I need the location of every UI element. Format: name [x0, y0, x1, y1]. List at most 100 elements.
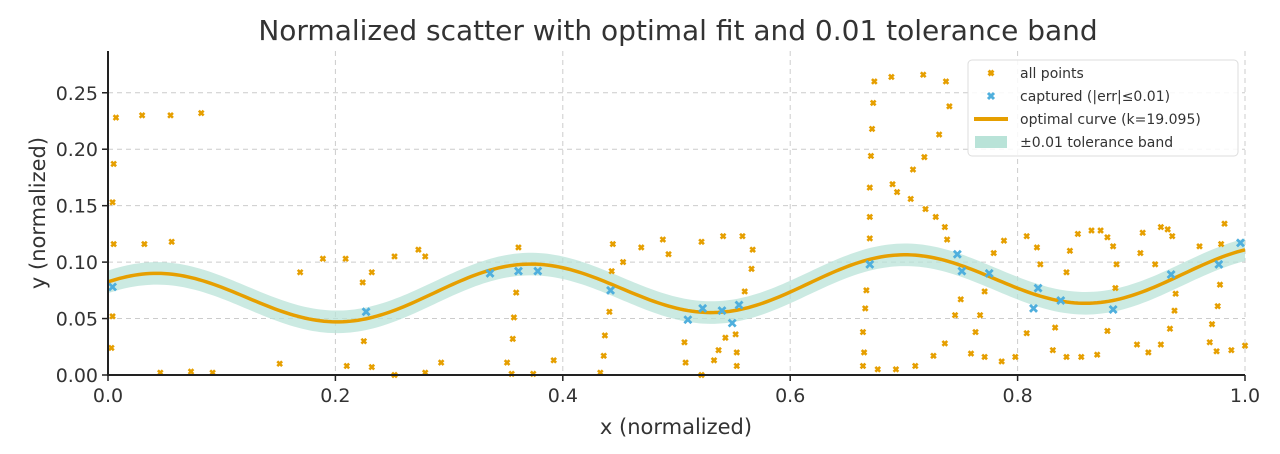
- captured-point-marker: [533, 266, 543, 276]
- all-point-marker: [342, 255, 349, 263]
- all-point-marker: [319, 255, 327, 263]
- all-point-marker: [343, 362, 351, 370]
- all-point-marker: [1133, 341, 1141, 348]
- all-point-marker: [1112, 284, 1119, 292]
- all-point-marker: [1104, 233, 1111, 241]
- all-point-marker: [1023, 232, 1031, 240]
- all-point-marker: [141, 240, 148, 248]
- all-point-marker: [976, 311, 984, 319]
- all-point-marker: [1208, 320, 1216, 328]
- all-point-marker: [888, 73, 895, 81]
- all-point-marker: [1063, 268, 1070, 276]
- all-point-marker: [637, 244, 645, 251]
- legend-label-all-points: all points: [1020, 66, 1084, 82]
- all-point-marker: [437, 359, 445, 366]
- all-point-marker: [1157, 341, 1165, 348]
- x-tick-label: 0.8: [1002, 385, 1032, 407]
- all-point-marker: [722, 334, 729, 342]
- all-point-marker: [893, 188, 901, 196]
- all-point-marker: [967, 350, 975, 357]
- all-point-marker: [681, 338, 688, 346]
- captured-point-marker: [984, 268, 994, 278]
- all-point-marker: [698, 238, 705, 246]
- all-point-marker: [1171, 307, 1178, 314]
- all-point-marker: [871, 78, 878, 85]
- all-point-marker: [941, 340, 949, 347]
- all-point-marker: [167, 112, 174, 119]
- legend-label-captured: captured (|err|≤0.01): [1020, 89, 1170, 105]
- all-point-marker: [874, 366, 882, 373]
- all-point-marker: [1063, 353, 1070, 361]
- chart-title: Normalized scatter with optimal fit and …: [258, 14, 1097, 47]
- all-point-marker: [930, 352, 937, 360]
- all-point-marker: [421, 253, 429, 260]
- all-point-marker: [109, 198, 116, 206]
- all-point-marker: [733, 362, 741, 370]
- all-point-marker: [1241, 342, 1249, 349]
- all-point-marker: [1023, 329, 1031, 337]
- x-tick-label: 0.6: [775, 385, 805, 407]
- all-point-marker: [861, 305, 869, 312]
- captured-point-marker: [108, 282, 118, 292]
- all-point-marker: [1206, 338, 1214, 346]
- all-point-marker: [276, 360, 284, 368]
- all-point-marker: [1213, 347, 1220, 355]
- all-point-marker: [946, 102, 953, 110]
- all-point-marker: [1151, 261, 1159, 268]
- x-tick-label: 1.0: [1230, 385, 1260, 407]
- y-tick-label: 0.15: [56, 196, 98, 218]
- all-point-marker: [921, 153, 928, 161]
- all-point-marker: [1088, 227, 1095, 234]
- all-point-marker: [1139, 229, 1146, 237]
- all-point-marker: [187, 368, 195, 375]
- captured-point-marker: [727, 318, 737, 328]
- all-point-marker: [1097, 227, 1104, 234]
- all-point-marker: [715, 346, 722, 354]
- all-point-marker: [868, 125, 876, 133]
- all-point-marker: [892, 366, 900, 373]
- x-tick-label: 0.4: [548, 385, 578, 407]
- all-point-marker: [606, 308, 613, 316]
- all-point-marker: [909, 166, 917, 173]
- all-points-series: [108, 71, 1249, 379]
- all-point-marker: [550, 357, 558, 364]
- captured-point-marker: [957, 266, 967, 276]
- all-point-marker: [863, 287, 870, 294]
- all-point-marker: [972, 328, 979, 336]
- all-point-marker: [360, 337, 368, 345]
- all-point-marker: [503, 359, 511, 366]
- captured-point-marker: [606, 285, 616, 295]
- captured-point-marker: [734, 300, 744, 310]
- captured-point-marker: [698, 303, 708, 313]
- all-point-marker: [732, 331, 739, 338]
- all-point-marker: [1049, 346, 1057, 354]
- x-axis-label: x (normalized): [600, 415, 752, 439]
- all-point-marker: [112, 114, 120, 121]
- y-tick-label: 0.25: [56, 83, 98, 105]
- y-tick-label: 0.10: [56, 252, 98, 274]
- all-point-marker: [719, 232, 727, 240]
- all-point-marker: [1166, 325, 1174, 333]
- all-point-marker: [733, 349, 741, 356]
- all-point-marker: [990, 249, 998, 257]
- optimal-curve: [107, 248, 1246, 324]
- all-point-marker: [749, 246, 756, 254]
- all-point-marker: [1037, 261, 1044, 268]
- all-point-marker: [922, 205, 929, 213]
- all-point-marker: [907, 195, 915, 203]
- x-tick-label: 0.2: [320, 385, 350, 407]
- all-point-marker: [110, 160, 118, 168]
- all-point-marker: [197, 109, 205, 117]
- all-point-marker: [391, 253, 398, 260]
- captured-point-marker: [1056, 296, 1066, 305]
- all-point-marker: [509, 335, 517, 343]
- captured-point-marker: [485, 268, 495, 278]
- all-point-marker: [515, 244, 522, 251]
- all-point-marker: [1104, 327, 1111, 335]
- all-point-marker: [1168, 232, 1176, 240]
- all-point-marker: [866, 235, 874, 242]
- axes: 0.0 0.2 0.4 0.6 0.8 1.0 0.00 0.05 0.10 0.15 0.20 0.…: [56, 51, 1260, 407]
- all-point-marker: [941, 223, 949, 231]
- all-point-marker: [1221, 220, 1228, 228]
- all-point-marker: [368, 363, 376, 371]
